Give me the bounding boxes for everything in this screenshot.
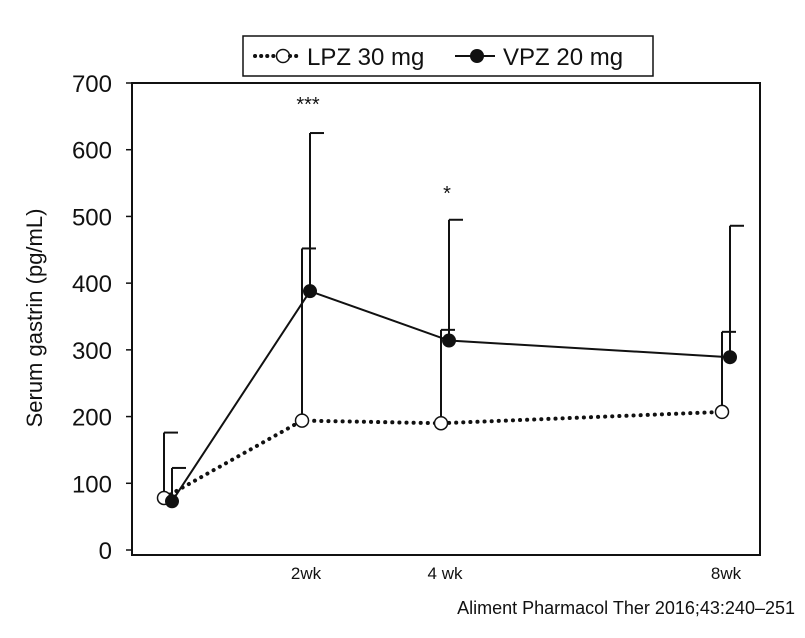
citation: Aliment Pharmacol Ther 2016;43:240–251	[457, 598, 795, 618]
plot-frame	[131, 82, 761, 556]
significance-marker: ***	[296, 94, 320, 116]
data-point-vpz	[165, 494, 179, 509]
x-tick-label: 2wk	[291, 564, 322, 583]
y-axis: 0 100 200 300 400 500 600 700	[72, 71, 132, 565]
legend: LPZ 30 mg VPZ 20 mg	[242, 35, 654, 77]
data-point-lpz	[294, 413, 310, 428]
significance-annotations: ****	[296, 94, 451, 205]
y-tick-label: 400	[72, 271, 112, 298]
significance-marker: *	[443, 183, 451, 205]
legend-label-vpz: VPZ 20 mg	[503, 44, 623, 71]
x-tick-label: 8wk	[711, 564, 742, 583]
y-tick-label: 200	[72, 405, 112, 432]
data-points	[156, 284, 737, 509]
data-point-lpz	[714, 404, 730, 420]
y-tick-label: 600	[72, 138, 112, 165]
legend-marker-vpz	[470, 49, 484, 63]
legend-box	[242, 35, 654, 77]
legend-marker-lpz	[275, 48, 291, 64]
y-tick-label: 100	[72, 471, 112, 498]
series-line-lpz	[162, 409, 724, 500]
series-lines	[162, 289, 731, 502]
y-tick-label: 0	[99, 538, 112, 565]
x-tick-label: 4 wk	[428, 564, 463, 583]
y-axis-label: Serum gastrin (pg/mL)	[22, 209, 47, 428]
x-axis: 2wk 4 wk 8wk	[291, 564, 742, 583]
data-point-vpz	[442, 333, 456, 348]
data-point-lpz	[433, 415, 449, 431]
error-bars	[163, 132, 744, 502]
y-tick-label: 300	[72, 338, 112, 365]
series-line-vpz	[171, 289, 731, 502]
legend-label-lpz: LPZ 30 mg	[307, 44, 424, 71]
y-tick-label: 700	[72, 71, 112, 98]
y-tick-label: 500	[72, 204, 112, 231]
data-point-vpz	[303, 284, 317, 299]
data-point-vpz	[723, 350, 737, 365]
